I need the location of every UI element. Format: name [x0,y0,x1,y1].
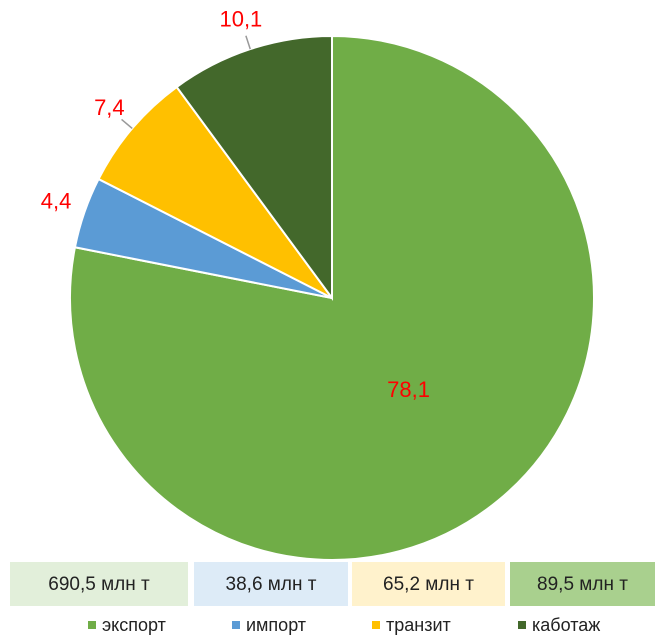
pie-slice [175,34,333,302]
total-box [10,562,188,606]
data-label: 10,1 [219,6,262,31]
legend-marker [518,621,526,629]
legend-label: транзит [386,615,451,635]
legend-marker [232,621,240,629]
total-box [194,562,348,606]
data-label: 4,4 [41,188,72,213]
legend-label: экспорт [102,615,166,635]
legend-label: импорт [246,615,306,635]
data-label: 78,1 [387,377,430,402]
total-label: 89,5 млн т [537,574,628,595]
legend-label: каботаж [532,615,600,635]
pie-slice [69,34,595,561]
leader-line [245,35,251,50]
pie-slice [97,85,333,299]
total-box [510,562,655,606]
total-label: 38,6 млн т [226,574,317,595]
leader-line [121,118,133,130]
total-label: 65,2 млн т [383,574,474,595]
legend-marker [88,621,96,629]
legend-marker [372,621,380,629]
data-label: 7,4 [94,95,125,120]
total-label: 690,5 млн т [48,574,150,595]
total-box [352,562,505,606]
